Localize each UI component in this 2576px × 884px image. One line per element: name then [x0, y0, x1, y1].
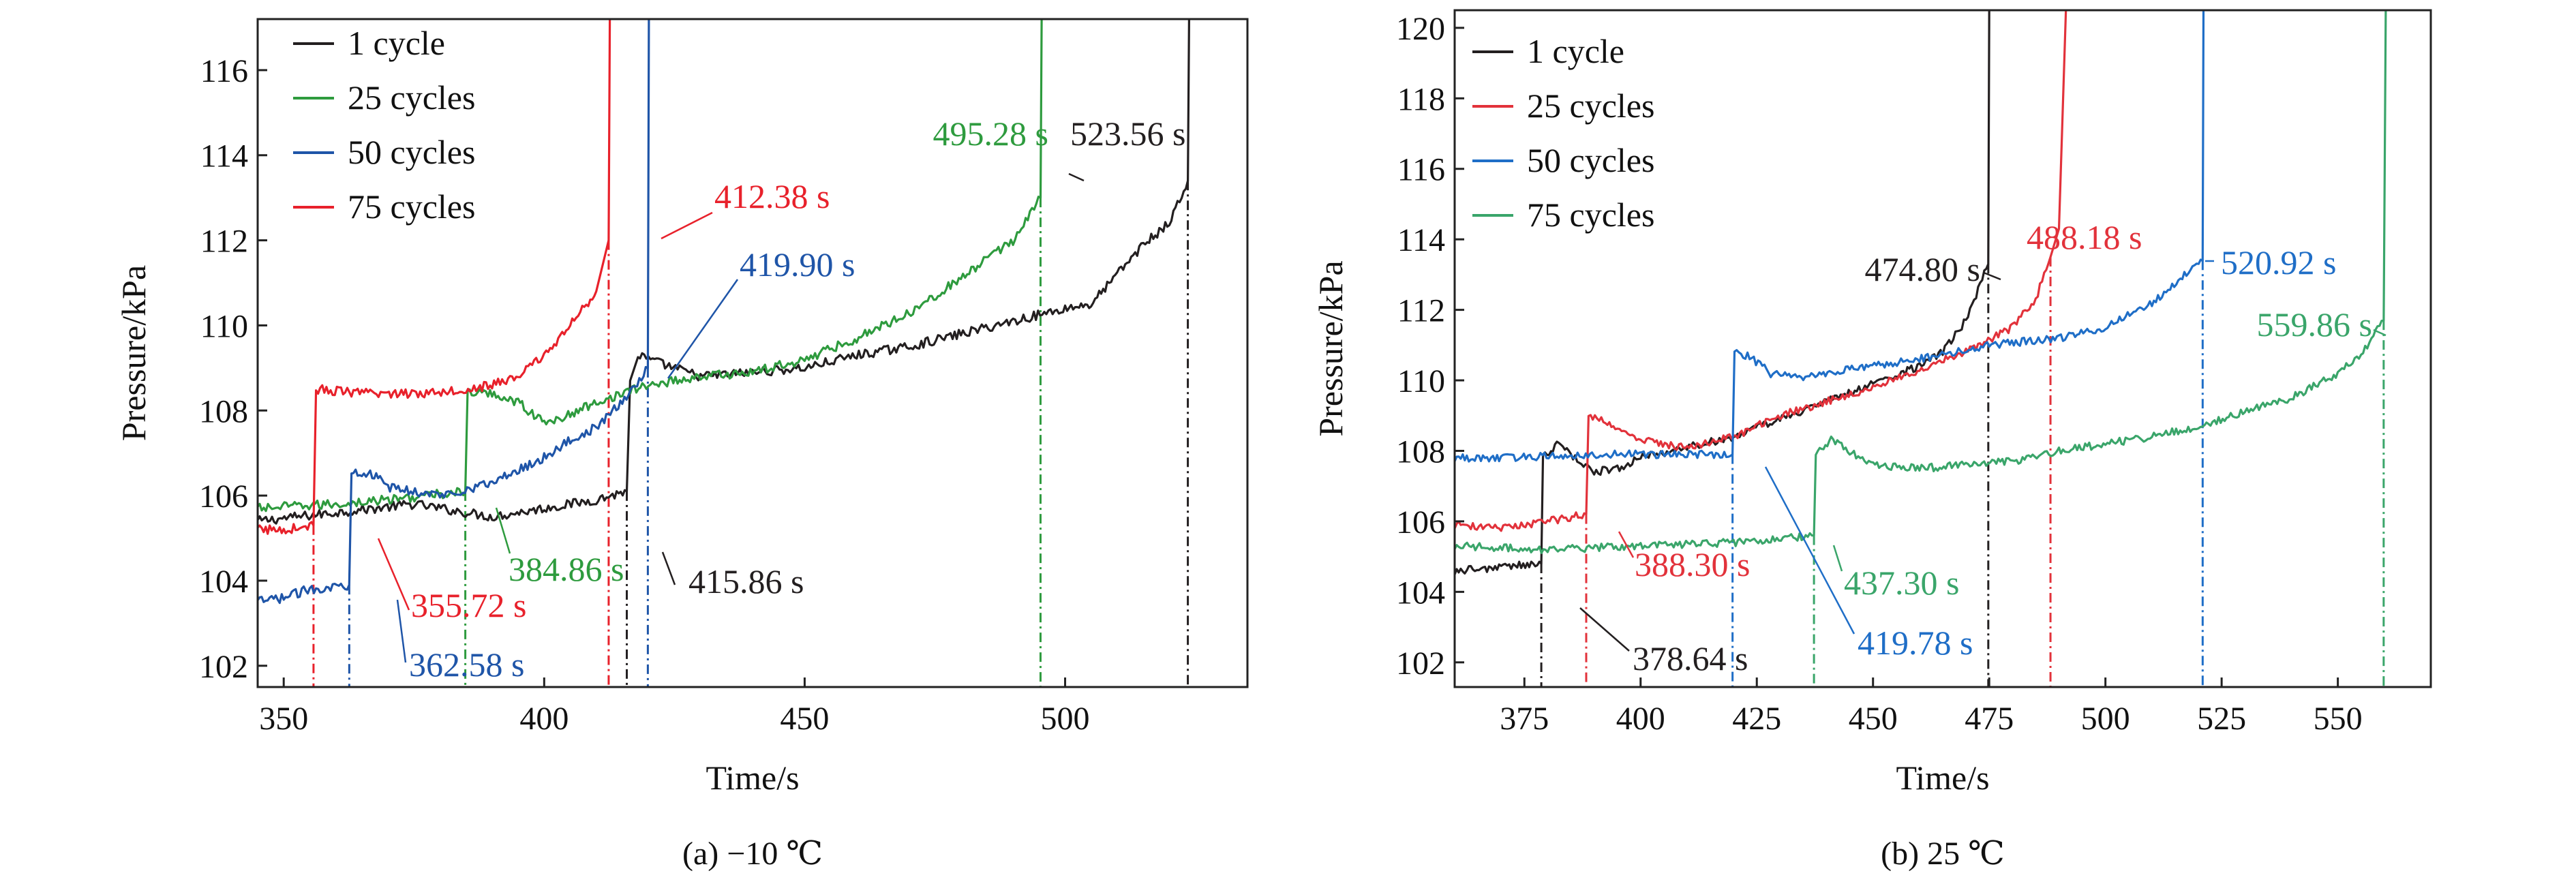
- annotation-leader: [661, 551, 676, 585]
- annotation-label: 523.56 s: [1070, 115, 1185, 153]
- annotation-leader: [1579, 607, 1630, 652]
- series-line-25-cycles: [1455, 10, 2067, 532]
- legend-label: 50 cycles: [1527, 141, 1654, 179]
- x-tick-label: 450: [780, 701, 829, 737]
- y-tick-label: 108: [1396, 433, 1445, 470]
- y-tick-label: 120: [1396, 11, 1445, 47]
- annotation-label: 437.30 s: [1844, 564, 1959, 602]
- annotation-label: 412.38 s: [714, 177, 830, 215]
- annotation-leader: [396, 599, 407, 663]
- y-tick-label: 104: [1396, 575, 1445, 611]
- y-tick-label: 108: [199, 393, 248, 429]
- series-line-1-cycle: [258, 19, 1190, 525]
- x-tick-label: 500: [2081, 701, 2130, 737]
- annotation-leader: [2373, 329, 2386, 337]
- y-tick-label: 106: [199, 478, 248, 515]
- panel-caption: (b) 25 ℃: [1881, 836, 2005, 872]
- x-tick-label: 475: [1965, 701, 2014, 737]
- y-axis-label: Pressure/kPa: [115, 265, 153, 441]
- y-tick-label: 112: [200, 224, 248, 260]
- x-tick-label: 375: [1500, 701, 1549, 737]
- annotation-label: 378.64 s: [1633, 639, 1748, 677]
- y-tick-label: 102: [199, 649, 248, 685]
- annotation-leader: [1618, 531, 1635, 558]
- legend-label: 75 cycles: [1527, 196, 1654, 234]
- y-tick-label: 116: [1397, 152, 1445, 188]
- annotation-label: 474.80 s: [1865, 250, 1980, 288]
- y-axis-label: Pressure/kPa: [1312, 260, 1350, 436]
- y-tick-label: 112: [1397, 293, 1445, 329]
- annotation-leader: [495, 507, 511, 554]
- annotation-leader: [377, 538, 410, 611]
- plot-frame: [256, 18, 1249, 688]
- x-axis-label: Time/s: [706, 759, 799, 797]
- legend-label: 25 cycles: [348, 78, 475, 117]
- y-tick-label: 104: [199, 564, 248, 600]
- annotation-leader: [661, 211, 713, 240]
- y-tick-label: 114: [1397, 222, 1445, 258]
- annotation-label: 362.58 s: [409, 645, 524, 684]
- series-line-25-cycles: [258, 19, 1043, 513]
- annotation-label: 559.86 s: [2257, 305, 2372, 344]
- annotation-label: 520.92 s: [2221, 243, 2336, 281]
- annotation-label: 488.18 s: [2027, 218, 2142, 256]
- annotation-label: 355.72 s: [411, 586, 526, 624]
- legend-label: 1 cycle: [1527, 32, 1624, 70]
- y-tick-label: 106: [1396, 504, 1445, 540]
- series-group: [258, 19, 1190, 605]
- series-line-75-cycles: [258, 19, 611, 535]
- annotation-label: 419.78 s: [1858, 624, 1973, 662]
- chart-panel-a: 350 400 450 500 102 104 106 108 110 112 114 116 Time…: [115, 18, 1249, 872]
- legend-label: 75 cycles: [348, 187, 475, 226]
- x-tick-label: 525: [2197, 701, 2246, 737]
- legend: 1 cycle 25 cycles 50 cycles 75 cycles: [1472, 32, 1654, 234]
- chart-panel-b: 375 400 425 450 475 500 525 550 102 104 106 108 110 1…: [1312, 9, 2432, 872]
- annotation-label: 388.30 s: [1635, 545, 1750, 583]
- annotation-leader: [667, 279, 739, 379]
- annotation-leader: [1983, 271, 2001, 281]
- legend-label: 1 cycle: [348, 24, 445, 62]
- x-axis-label: Time/s: [1896, 759, 1989, 797]
- y-tick-label: 102: [1396, 645, 1445, 682]
- annotation-label: 419.90 s: [740, 245, 855, 284]
- x-tick-label: 550: [2314, 701, 2363, 737]
- x-tick-label: 400: [519, 701, 569, 737]
- y-tick-label: 118: [1397, 81, 1445, 117]
- legend: 1 cycle 25 cycles 50 cycles 75 cycles: [293, 24, 475, 226]
- annotation-label: 415.86 s: [688, 562, 804, 600]
- legend-label: 50 cycles: [348, 133, 475, 171]
- series-line-50-cycles: [1455, 10, 2205, 463]
- annotation-leader: [1068, 172, 1085, 182]
- y-tick-label: 114: [200, 138, 248, 174]
- annotation-label: 495.28 s: [933, 115, 1048, 153]
- y-tick-label: 110: [1397, 363, 1445, 399]
- legend-label: 25 cycles: [1527, 87, 1654, 125]
- annotation-leader: [1764, 466, 1855, 635]
- annotation-leader: [1832, 545, 1843, 572]
- x-tick-label: 425: [1732, 701, 1781, 737]
- series-line-75-cycles: [1455, 10, 2387, 554]
- series-group: [1455, 10, 2387, 575]
- x-tick-label: 500: [1041, 701, 1090, 737]
- annotation-label: 384.86 s: [509, 550, 624, 588]
- x-tick-label: 450: [1849, 701, 1898, 737]
- y-tick-label: 110: [200, 308, 248, 344]
- y-tick-label: 116: [200, 53, 248, 89]
- panel-caption: (a) −10 ℃: [682, 836, 823, 872]
- series-line-50-cycles: [258, 19, 650, 605]
- plot-frame: [1453, 9, 2432, 688]
- x-tick-label: 400: [1616, 701, 1665, 737]
- x-tick-label: 350: [259, 701, 308, 737]
